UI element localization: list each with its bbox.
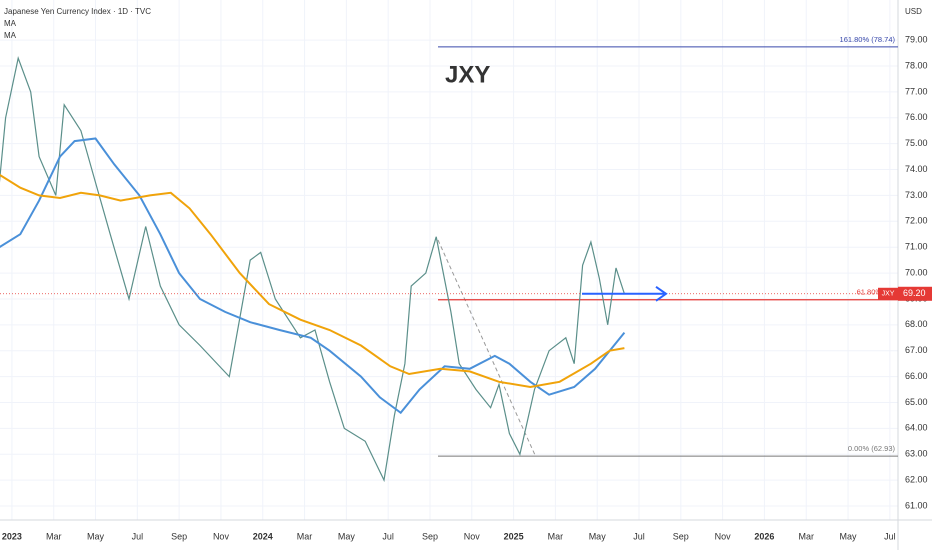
y-tick-label: 66.00 (905, 371, 928, 381)
x-tick-label: 2026 (754, 531, 774, 541)
price-tag (898, 286, 932, 301)
y-tick-label: 71.00 (905, 242, 928, 252)
fib-label: 0.00% (62.93) (848, 444, 896, 453)
x-tick-label: Jul (884, 531, 896, 541)
y-tick-label: 75.00 (905, 138, 928, 148)
x-tick-label: Jul (633, 531, 645, 541)
x-tick-label: Nov (213, 531, 230, 541)
axis-unit: USD (905, 7, 922, 16)
x-tick-label: Mar (798, 531, 814, 541)
y-tick-label: 63.00 (905, 449, 928, 459)
moving-average (0, 137, 626, 415)
y-tick-label: 62.00 (905, 475, 928, 485)
y-tick-label: 74.00 (905, 164, 928, 174)
y-tick-label: 65.00 (905, 397, 928, 407)
x-tick-label: May (840, 531, 858, 541)
y-tick-label: 72.00 (905, 216, 928, 226)
fib-label: 61.80% (68 (857, 288, 895, 297)
x-tick-label: May (338, 531, 356, 541)
x-tick-label: Sep (673, 531, 689, 541)
x-tick-label: 2024 (253, 531, 273, 541)
x-tick-label: Nov (715, 531, 732, 541)
x-tick-label: Mar (46, 531, 62, 541)
y-tick-label: 78.00 (905, 60, 928, 70)
x-tick-label: Sep (422, 531, 438, 541)
x-tick-label: Jul (132, 531, 144, 541)
x-tick-label: 2023 (2, 531, 22, 541)
symbol-tag (878, 287, 898, 300)
fib-label: 161.80% (78.74) (840, 35, 896, 44)
x-tick-label: Jul (382, 531, 394, 541)
legend-entry: MA (4, 31, 17, 40)
y-tick-label: 77.00 (905, 86, 928, 96)
x-tick-label: Nov (464, 531, 481, 541)
x-tick-label: Sep (171, 531, 187, 541)
y-tick-label: 76.00 (905, 112, 928, 122)
y-tick-label: 61.00 (905, 500, 928, 510)
price-tag-label: 69.20 (903, 288, 926, 298)
x-tick-label: 2025 (504, 531, 524, 541)
y-tick-label: 73.00 (905, 190, 928, 200)
y-tick-label: 67.00 (905, 345, 928, 355)
trend-diagonal (437, 239, 536, 456)
y-tick-label: 68.00 (905, 319, 928, 329)
y-tick-label: 64.00 (905, 423, 928, 433)
symbol-label: JXY (445, 61, 490, 88)
x-tick-label: May (589, 531, 607, 541)
x-tick-label: Mar (548, 531, 564, 541)
legend-entry: MA (4, 19, 17, 28)
moving-average (0, 173, 625, 389)
grid (0, 0, 898, 520)
symbol-tag-label: JXY (882, 291, 895, 298)
x-tick-label: May (87, 531, 105, 541)
chart-title: Japanese Yen Currency Index · 1D · TVC (4, 7, 151, 16)
y-tick-label: 79.00 (905, 34, 928, 44)
price-line (0, 56, 625, 483)
arrow-head (655, 285, 668, 302)
y-tick-label: 70.00 (905, 267, 928, 277)
x-tick-label: Mar (297, 531, 313, 541)
